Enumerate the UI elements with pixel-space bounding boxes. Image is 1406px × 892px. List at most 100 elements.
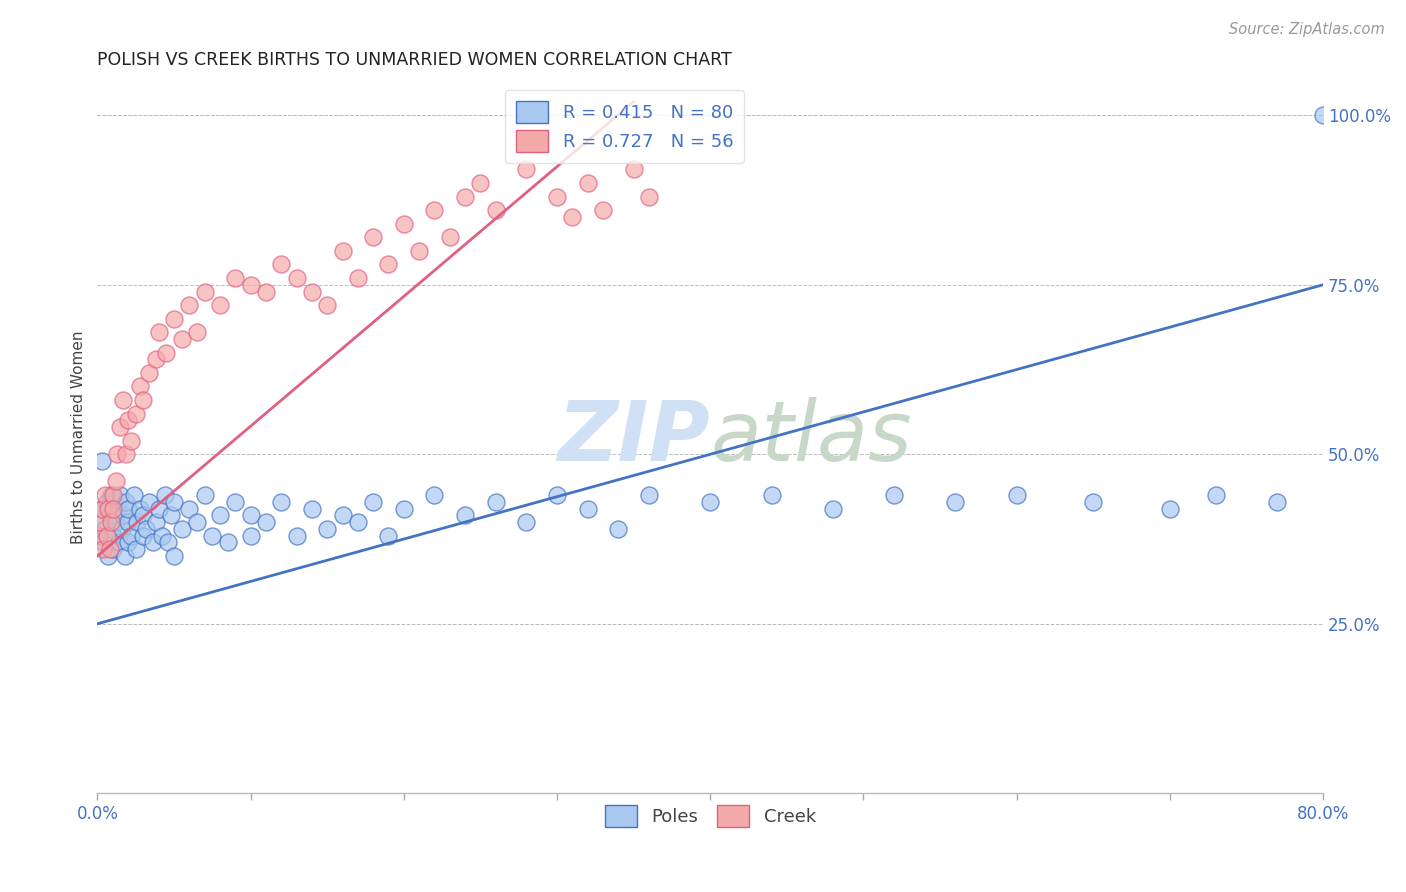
Point	[124, 542, 146, 557]
Point	[361, 230, 384, 244]
Point	[87, 529, 110, 543]
Point	[163, 495, 186, 509]
Point	[148, 325, 170, 339]
Point	[110, 420, 132, 434]
Text: ZIP: ZIP	[558, 397, 710, 478]
Point	[285, 529, 308, 543]
Point	[163, 311, 186, 326]
Point	[592, 203, 614, 218]
Point	[347, 515, 370, 529]
Point	[332, 508, 354, 523]
Point	[104, 475, 127, 489]
Point	[135, 522, 157, 536]
Point	[316, 298, 339, 312]
Point	[97, 501, 120, 516]
Point	[821, 501, 844, 516]
Point	[112, 508, 135, 523]
Point	[94, 522, 117, 536]
Point	[186, 325, 208, 339]
Point	[239, 277, 262, 292]
Point	[115, 495, 138, 509]
Point	[1005, 488, 1028, 502]
Point	[208, 298, 231, 312]
Point	[91, 454, 114, 468]
Point	[96, 495, 118, 509]
Point	[105, 447, 128, 461]
Point	[576, 501, 599, 516]
Point	[546, 488, 568, 502]
Point	[561, 210, 583, 224]
Point	[145, 352, 167, 367]
Point	[101, 501, 124, 516]
Point	[454, 508, 477, 523]
Point	[301, 285, 323, 299]
Point	[377, 529, 399, 543]
Point	[638, 488, 661, 502]
Point	[883, 488, 905, 502]
Point	[114, 549, 136, 563]
Point	[170, 522, 193, 536]
Point	[112, 392, 135, 407]
Point	[194, 285, 217, 299]
Point	[270, 257, 292, 271]
Point	[377, 257, 399, 271]
Point	[122, 488, 145, 502]
Point	[638, 189, 661, 203]
Point	[132, 529, 155, 543]
Point	[194, 488, 217, 502]
Point	[392, 501, 415, 516]
Point	[347, 271, 370, 285]
Point	[179, 298, 201, 312]
Point	[156, 535, 179, 549]
Point	[623, 162, 645, 177]
Point	[361, 495, 384, 509]
Point	[170, 332, 193, 346]
Point	[515, 515, 537, 529]
Point	[761, 488, 783, 502]
Point	[138, 366, 160, 380]
Point	[104, 515, 127, 529]
Point	[141, 535, 163, 549]
Point	[129, 501, 152, 516]
Point	[1083, 495, 1105, 509]
Point	[470, 176, 492, 190]
Point	[98, 542, 121, 557]
Point	[105, 501, 128, 516]
Point	[91, 501, 114, 516]
Point	[153, 488, 176, 502]
Y-axis label: Births to Unmarried Women: Births to Unmarried Women	[72, 331, 86, 544]
Point	[179, 501, 201, 516]
Point	[239, 529, 262, 543]
Point	[254, 515, 277, 529]
Point	[1265, 495, 1288, 509]
Point	[100, 488, 122, 502]
Point	[97, 549, 120, 563]
Point	[208, 508, 231, 523]
Point	[163, 549, 186, 563]
Point	[408, 244, 430, 258]
Point	[485, 203, 508, 218]
Point	[607, 522, 630, 536]
Point	[515, 162, 537, 177]
Point	[117, 535, 139, 549]
Point	[132, 508, 155, 523]
Point	[138, 495, 160, 509]
Point	[96, 529, 118, 543]
Legend: Poles, Creek: Poles, Creek	[598, 797, 823, 834]
Point	[93, 535, 115, 549]
Point	[301, 501, 323, 516]
Point	[124, 407, 146, 421]
Point	[945, 495, 967, 509]
Text: atlas: atlas	[710, 397, 912, 478]
Point	[148, 501, 170, 516]
Point	[87, 529, 110, 543]
Point	[107, 535, 129, 549]
Point	[316, 522, 339, 536]
Point	[93, 542, 115, 557]
Point	[217, 535, 239, 549]
Point	[91, 501, 114, 516]
Point	[186, 515, 208, 529]
Point	[392, 217, 415, 231]
Point	[115, 447, 138, 461]
Point	[117, 501, 139, 516]
